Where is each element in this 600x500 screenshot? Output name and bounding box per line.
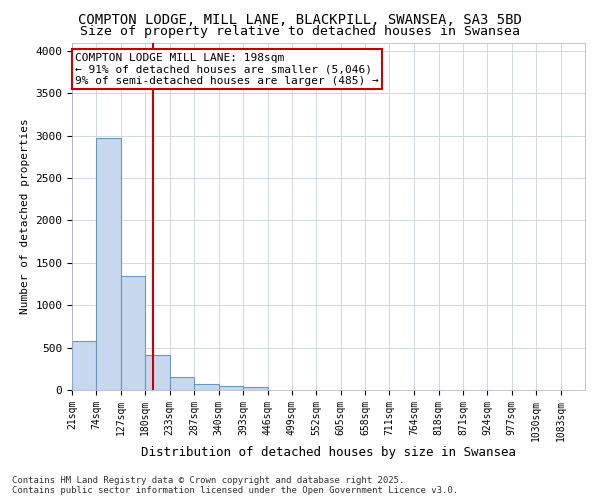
Bar xyxy=(121,276,145,390)
Text: COMPTON LODGE MILL LANE: 198sqm
← 91% of detached houses are smaller (5,046)
9% : COMPTON LODGE MILL LANE: 198sqm ← 91% of… xyxy=(75,52,379,86)
Text: COMPTON LODGE, MILL LANE, BLACKPILL, SWANSEA, SA3 5BD: COMPTON LODGE, MILL LANE, BLACKPILL, SWA… xyxy=(78,12,522,26)
Bar xyxy=(243,387,268,390)
Text: Contains HM Land Registry data © Crown copyright and database right 2025.
Contai: Contains HM Land Registry data © Crown c… xyxy=(12,476,458,495)
Bar xyxy=(145,355,170,390)
Text: Size of property relative to detached houses in Swansea: Size of property relative to detached ho… xyxy=(80,25,520,38)
Bar xyxy=(72,341,97,390)
X-axis label: Distribution of detached houses by size in Swansea: Distribution of detached houses by size … xyxy=(141,446,516,460)
Bar xyxy=(194,384,219,390)
Y-axis label: Number of detached properties: Number of detached properties xyxy=(20,118,30,314)
Bar xyxy=(170,377,194,390)
Bar xyxy=(97,138,121,390)
Bar xyxy=(219,386,243,390)
